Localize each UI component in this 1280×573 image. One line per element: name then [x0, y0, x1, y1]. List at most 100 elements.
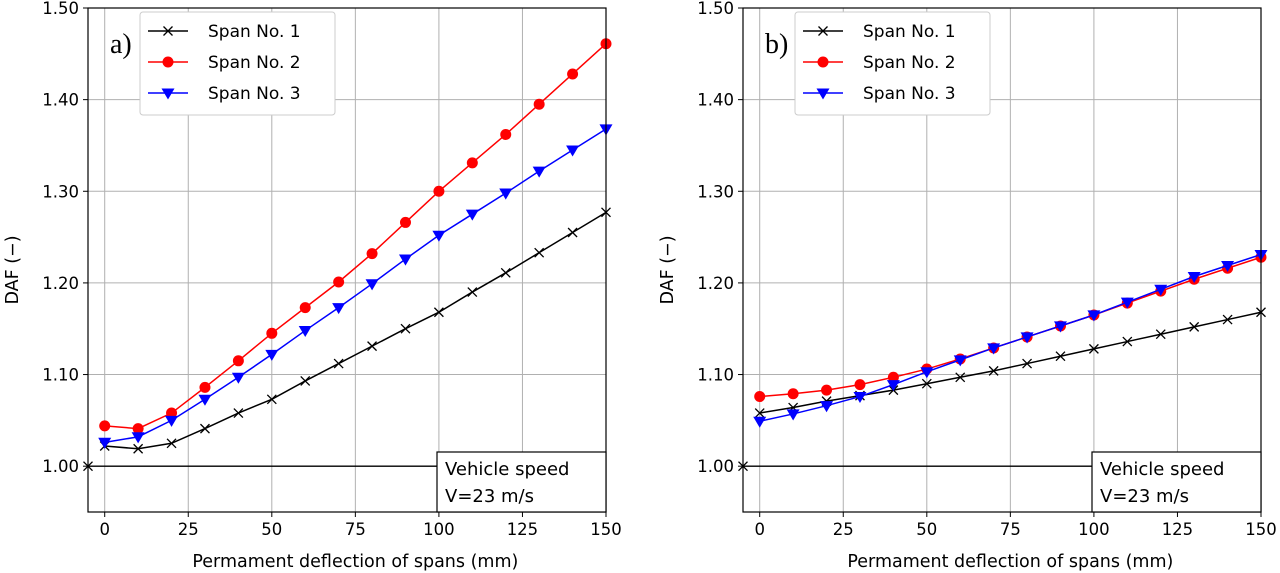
legend-marker [817, 56, 829, 68]
data-point [98, 437, 112, 449]
legend-box [794, 11, 991, 116]
data-point [133, 443, 144, 454]
data-point [1222, 314, 1233, 325]
data-point [534, 247, 545, 258]
y-axis-label: DAF (−) [658, 235, 678, 304]
data-point [500, 128, 512, 140]
data-point [953, 355, 967, 367]
data-point [266, 394, 277, 405]
data-point [754, 391, 766, 403]
x-tick-label: 150 [1245, 520, 1277, 539]
data-point [853, 391, 867, 404]
legend-label: Span No. 1 [863, 22, 956, 42]
data-point [532, 166, 546, 178]
data-point [465, 209, 479, 221]
data-point [466, 157, 478, 169]
series-line [104, 43, 607, 430]
data-point [500, 267, 511, 278]
data-point [199, 381, 211, 393]
legend-marker [161, 88, 175, 100]
legend-label: Span No. 2 [863, 53, 956, 73]
data-point [433, 185, 445, 197]
y-tick-label: 1.10 [42, 366, 79, 385]
annotation-box [436, 451, 607, 513]
data-point [398, 254, 412, 266]
data-point [786, 409, 800, 421]
legend-label: Span No. 3 [208, 84, 301, 104]
data-point [366, 248, 378, 260]
legend-marker [816, 88, 830, 100]
data-point [131, 432, 145, 444]
series-line [759, 253, 1262, 423]
chart-panel-b: 0 25 50 75 100 125 150 1.00 1.10 1.20 1.30 1.40 1.50… [658, 0, 1277, 572]
series-span-no-1 [99, 207, 611, 454]
y-tick-label: 1.30 [697, 182, 734, 201]
data-point [821, 384, 833, 396]
legend: Span No. 1 Span No. 2 Span No. 3 [794, 11, 991, 116]
series-span-no-3 [753, 249, 1268, 428]
x-axis-label: Permament deflection of spans (mm) [192, 552, 518, 572]
data-point [99, 420, 111, 432]
data-point [299, 302, 311, 314]
series-line [104, 128, 607, 444]
data-point [754, 408, 765, 418]
x-tick-label: 25 [833, 520, 854, 539]
x-tick-label: 50 [261, 520, 282, 539]
data-point [433, 307, 444, 318]
y-tick-label: 1.40 [42, 91, 79, 110]
x-tick-label: 25 [178, 520, 199, 539]
y-tick-label: 1.40 [697, 91, 734, 110]
data-point [333, 276, 345, 288]
data-point [198, 394, 212, 406]
data-point [166, 438, 177, 449]
data-point [266, 327, 278, 339]
data-point [231, 372, 245, 384]
data-point [1221, 260, 1235, 272]
data-point [955, 372, 966, 383]
series-span-no-1 [754, 307, 1266, 418]
data-point [1155, 329, 1166, 340]
data-point [886, 380, 900, 392]
x-tick-label: 0 [99, 520, 110, 539]
annotation-line-2: V=23 m/s [1100, 486, 1189, 507]
x-tick-label: 125 [1162, 520, 1194, 539]
axes-frame [742, 7, 1262, 513]
data-point [753, 416, 767, 428]
y-tick-label: 1.20 [42, 274, 79, 293]
data-point [166, 407, 178, 419]
y-tick-label: 1.00 [42, 457, 79, 476]
annotation-line-2: V=23 m/s [445, 486, 534, 507]
legend-box [139, 11, 336, 116]
data-point [399, 216, 411, 228]
data-point [567, 227, 578, 238]
y-tick-label: 1.30 [42, 182, 79, 201]
legend-marker [162, 56, 174, 68]
data-point [1088, 343, 1099, 354]
legend-marker [163, 26, 173, 36]
y-axis-label: DAF (−) [3, 235, 23, 304]
data-point [233, 408, 244, 418]
y-tick-label: 1.10 [697, 366, 734, 385]
x-tick-label: 125 [507, 520, 539, 539]
data-point [920, 367, 934, 379]
annotation-box [1091, 451, 1262, 513]
x-tick-label: 0 [754, 520, 765, 539]
x-axis-label: Permament deflection of spans (mm) [847, 552, 1173, 572]
data-point [887, 371, 899, 383]
y-tick-label: 1.50 [42, 0, 79, 18]
data-point [787, 388, 799, 400]
data-point [566, 145, 580, 157]
data-point [232, 355, 244, 367]
data-point [365, 279, 379, 291]
data-point [132, 423, 144, 435]
x-tick-label: 150 [590, 520, 622, 539]
data-point [854, 379, 866, 391]
series-span-no-2 [99, 38, 612, 435]
data-point [1022, 358, 1033, 369]
series-line [759, 311, 1262, 414]
data-point [921, 378, 932, 389]
data-point [1020, 332, 1034, 344]
x-tick-label: 50 [916, 520, 937, 539]
legend: Span No. 1 Span No. 2 Span No. 3 [139, 11, 336, 116]
